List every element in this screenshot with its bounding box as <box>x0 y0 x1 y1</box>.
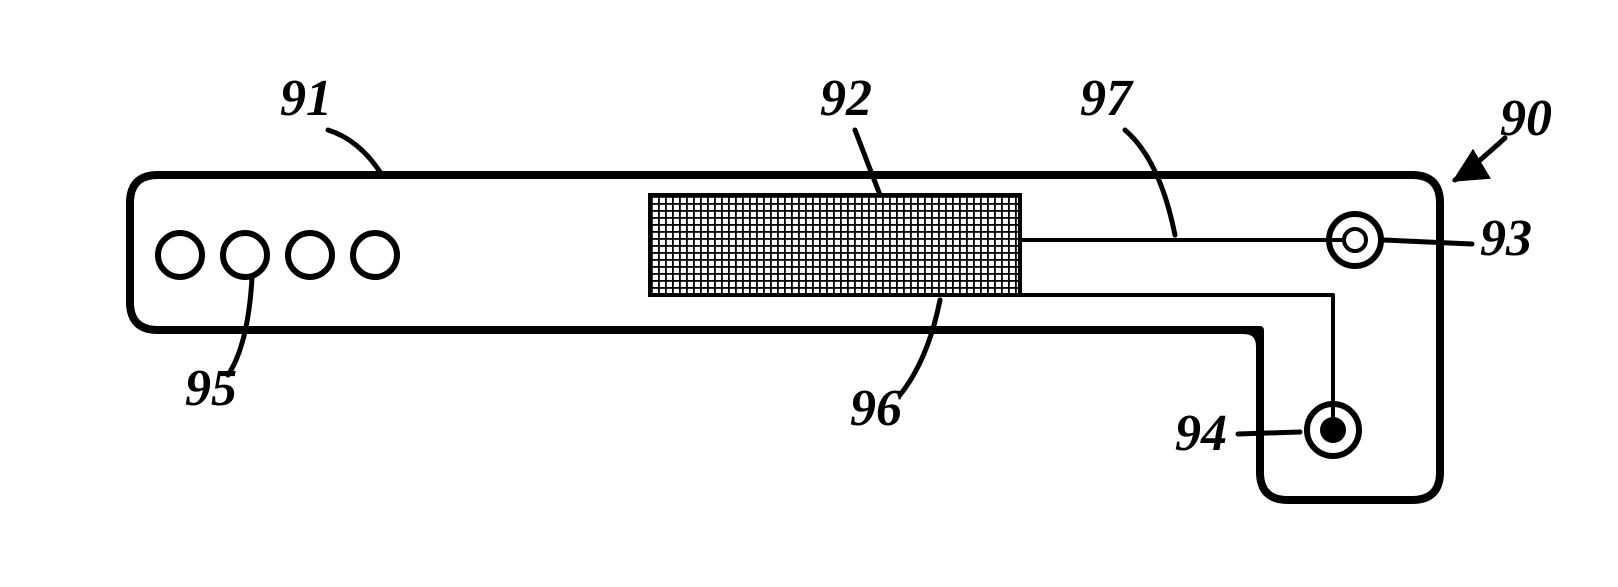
hole <box>288 233 332 277</box>
contact-94-inner <box>1320 417 1346 443</box>
l92-text: 92 <box>820 70 872 127</box>
l90-text: 90 <box>1500 90 1552 147</box>
l95-text: 95 <box>185 360 237 417</box>
hole <box>158 233 202 277</box>
hole <box>353 233 397 277</box>
l94-leader <box>1238 432 1300 434</box>
l97-leader <box>1125 130 1175 235</box>
l91-leader <box>328 130 382 175</box>
l91-text: 91 <box>280 70 332 127</box>
trace-96 <box>1012 295 1333 420</box>
contact-93-inner <box>1344 229 1366 251</box>
l96-text: 96 <box>850 380 902 437</box>
body-inner-corner <box>1243 330 1260 347</box>
mesh-region <box>650 195 1020 295</box>
l93-text: 93 <box>1480 210 1532 267</box>
l90-leader <box>1455 138 1505 180</box>
l94-text: 94 <box>1175 405 1227 462</box>
l93-leader <box>1384 240 1472 244</box>
l92-leader <box>855 130 880 195</box>
l96-leader <box>900 300 940 395</box>
l97-text: 97 <box>1080 70 1134 127</box>
hole <box>223 233 267 277</box>
